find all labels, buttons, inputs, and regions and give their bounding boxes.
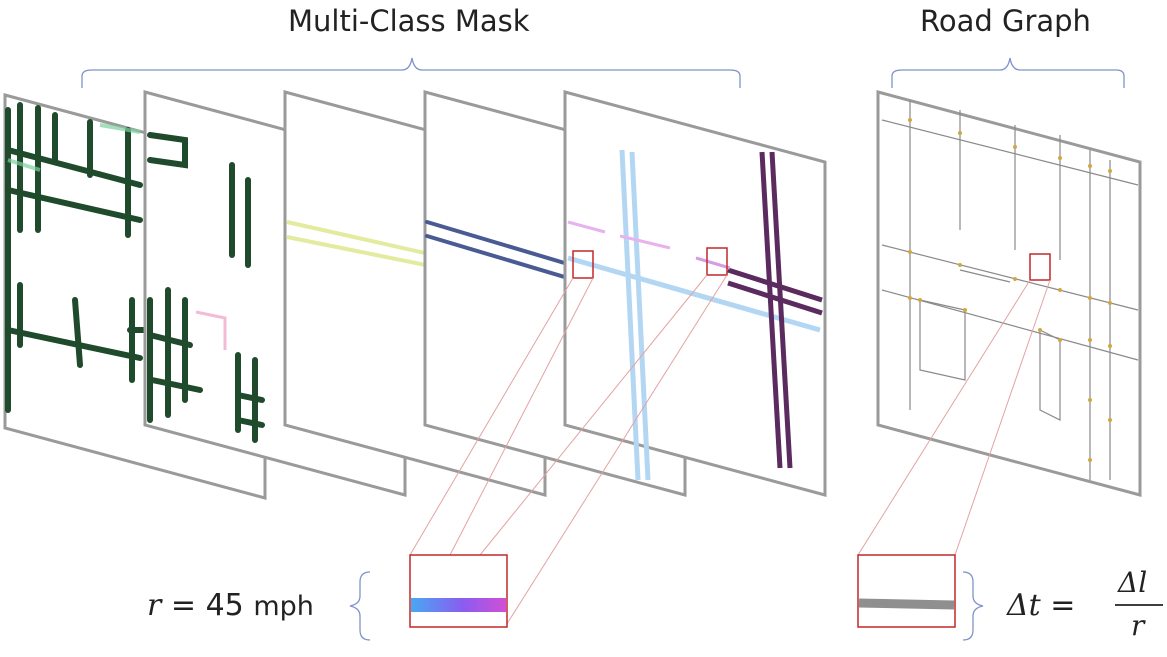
speed-unit: mph: [253, 591, 314, 622]
speed-inset: [409, 554, 508, 628]
graph-title: Road Graph: [920, 4, 1091, 38]
time-eq: =: [1050, 588, 1076, 623]
time-denominator: r: [1131, 609, 1145, 642]
mask-layer-5: [563, 90, 827, 497]
graph-bracket: [891, 57, 1125, 88]
mask-title: Multi-Class Mask: [288, 4, 530, 38]
graph-zoom-lines: [857, 279, 1051, 556]
speed-brace: [349, 571, 371, 641]
graph-gray-road: [858, 598, 955, 610]
speed-var: r: [147, 588, 162, 623]
time-numerator: Δl: [1118, 566, 1148, 599]
mask-highlight-box-1: [572, 250, 594, 279]
speed-value: 45: [205, 588, 244, 623]
mask-highlight-box-2: [706, 247, 728, 276]
graph-inset: [857, 554, 956, 628]
time-delta-t: Δt: [1007, 588, 1041, 623]
time-brace: [962, 571, 984, 641]
road-graph-panel: [876, 90, 1142, 497]
graph-highlight-box: [1029, 253, 1051, 281]
speed-equation: r = 45 mph: [147, 588, 314, 623]
speed-eq: =: [170, 588, 197, 623]
mask-layer-6: [695, 151, 823, 469]
mask-bracket: [81, 57, 741, 88]
time-lhs: Δt =: [1007, 588, 1075, 623]
mask-zoom-lines: [409, 274, 728, 628]
graph-nodes: [908, 118, 1112, 462]
speed-gradient-road: [411, 598, 506, 612]
